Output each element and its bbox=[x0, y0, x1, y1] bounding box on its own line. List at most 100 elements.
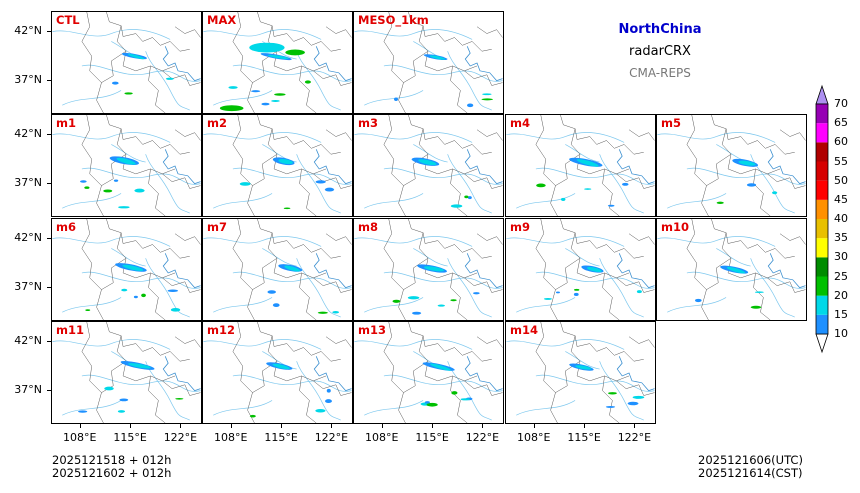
panel-label: m10 bbox=[661, 220, 689, 234]
x-tick-label: 108°E bbox=[214, 431, 248, 444]
river-line bbox=[296, 361, 341, 421]
echo-cell bbox=[746, 183, 757, 187]
echo-area-15dbz bbox=[576, 159, 599, 167]
river-line bbox=[145, 51, 190, 111]
title-block: NorthChina radarCRX CMA-REPS bbox=[560, 20, 760, 80]
colorbar-label: 70 bbox=[834, 97, 848, 110]
echo-cell bbox=[165, 77, 174, 80]
echo-cell bbox=[104, 386, 114, 391]
river-line bbox=[232, 167, 352, 185]
river-line bbox=[516, 297, 576, 313]
border-line bbox=[686, 115, 709, 216]
colorbar-label: 25 bbox=[834, 269, 848, 283]
border-line bbox=[464, 277, 503, 293]
echo-cell bbox=[112, 81, 119, 85]
echo-cell bbox=[450, 204, 463, 208]
border-line bbox=[616, 173, 655, 189]
region-title: NorthChina bbox=[618, 22, 702, 37]
border-line bbox=[299, 65, 317, 113]
river-line bbox=[383, 64, 503, 82]
map-panel: m1 bbox=[51, 114, 202, 217]
coastline bbox=[162, 46, 201, 82]
border-line bbox=[721, 128, 781, 175]
colorbar-label: 15 bbox=[834, 307, 848, 321]
river-line bbox=[565, 351, 600, 370]
border-line bbox=[560, 219, 644, 259]
valid-time: 2025121606(UTC) 2025121614(CST) bbox=[698, 454, 803, 480]
river-line bbox=[145, 258, 190, 318]
border-line bbox=[267, 335, 327, 382]
x-tick-label: 122°E bbox=[465, 431, 500, 444]
echo-cell bbox=[464, 195, 469, 199]
echo-cell bbox=[141, 293, 146, 298]
border-line bbox=[116, 335, 176, 382]
echo-cell bbox=[574, 288, 580, 291]
y-tick bbox=[47, 286, 51, 288]
colorbar-extend-high bbox=[815, 84, 829, 105]
colorbar bbox=[815, 84, 829, 354]
echo-cell bbox=[84, 186, 90, 189]
map-panel: m10 bbox=[656, 218, 807, 321]
river-line bbox=[716, 248, 751, 267]
border-line bbox=[560, 322, 644, 362]
border-line bbox=[252, 154, 278, 186]
coastline bbox=[162, 356, 201, 392]
border-line bbox=[628, 233, 655, 245]
river-line bbox=[565, 248, 600, 267]
echo-cell bbox=[608, 392, 617, 395]
river-line bbox=[213, 297, 273, 313]
coastline bbox=[767, 149, 806, 185]
echo-cell bbox=[772, 191, 778, 195]
panel-label: m14 bbox=[510, 323, 538, 337]
border-line bbox=[232, 12, 255, 113]
river-line bbox=[657, 132, 776, 143]
coastline bbox=[767, 253, 806, 289]
border-line bbox=[252, 361, 278, 393]
echo-cell bbox=[119, 398, 129, 402]
x-tick bbox=[331, 424, 333, 428]
river-line bbox=[62, 193, 122, 209]
border-line bbox=[383, 115, 406, 216]
echo-cell bbox=[694, 298, 702, 303]
echo-cell bbox=[392, 299, 401, 303]
river-line bbox=[506, 236, 625, 247]
river-line bbox=[686, 167, 806, 185]
coastline bbox=[616, 356, 655, 392]
border-line bbox=[403, 258, 429, 290]
echo-cell bbox=[315, 180, 326, 184]
map-canvas bbox=[52, 115, 201, 216]
echo-cell bbox=[426, 402, 438, 407]
river-line bbox=[506, 339, 625, 350]
echo-cell bbox=[326, 388, 331, 393]
echo-area-15dbz bbox=[272, 363, 290, 370]
border-line bbox=[232, 115, 255, 216]
colorbar-label: 35 bbox=[834, 231, 848, 245]
echo-cell bbox=[317, 311, 328, 314]
x-tick-label: 108°E bbox=[517, 431, 551, 444]
echo-cell bbox=[283, 207, 291, 210]
river-line bbox=[52, 132, 171, 143]
y-tick-label: 42°N bbox=[14, 230, 42, 244]
border-line bbox=[81, 12, 104, 113]
border-line bbox=[101, 51, 127, 83]
echo-cell bbox=[315, 408, 326, 413]
y-tick bbox=[47, 237, 51, 239]
river-line bbox=[383, 167, 503, 185]
coastline bbox=[464, 356, 503, 392]
border-line bbox=[570, 128, 630, 175]
border-line bbox=[408, 322, 492, 362]
colorbar-label: 50 bbox=[834, 173, 848, 187]
border-line bbox=[602, 272, 620, 320]
init-time: 2025121518 + 012h 2025121602 + 012h bbox=[52, 454, 171, 480]
echo-cell bbox=[274, 93, 286, 96]
border-line bbox=[81, 322, 104, 423]
border-line bbox=[779, 129, 806, 141]
echo-cell bbox=[121, 288, 128, 292]
border-line bbox=[476, 129, 503, 141]
border-line bbox=[162, 173, 201, 189]
y-tick bbox=[47, 79, 51, 81]
echo-cell bbox=[424, 401, 430, 404]
border-line bbox=[555, 258, 581, 290]
river-line bbox=[52, 29, 171, 40]
echo-cell bbox=[632, 395, 645, 399]
